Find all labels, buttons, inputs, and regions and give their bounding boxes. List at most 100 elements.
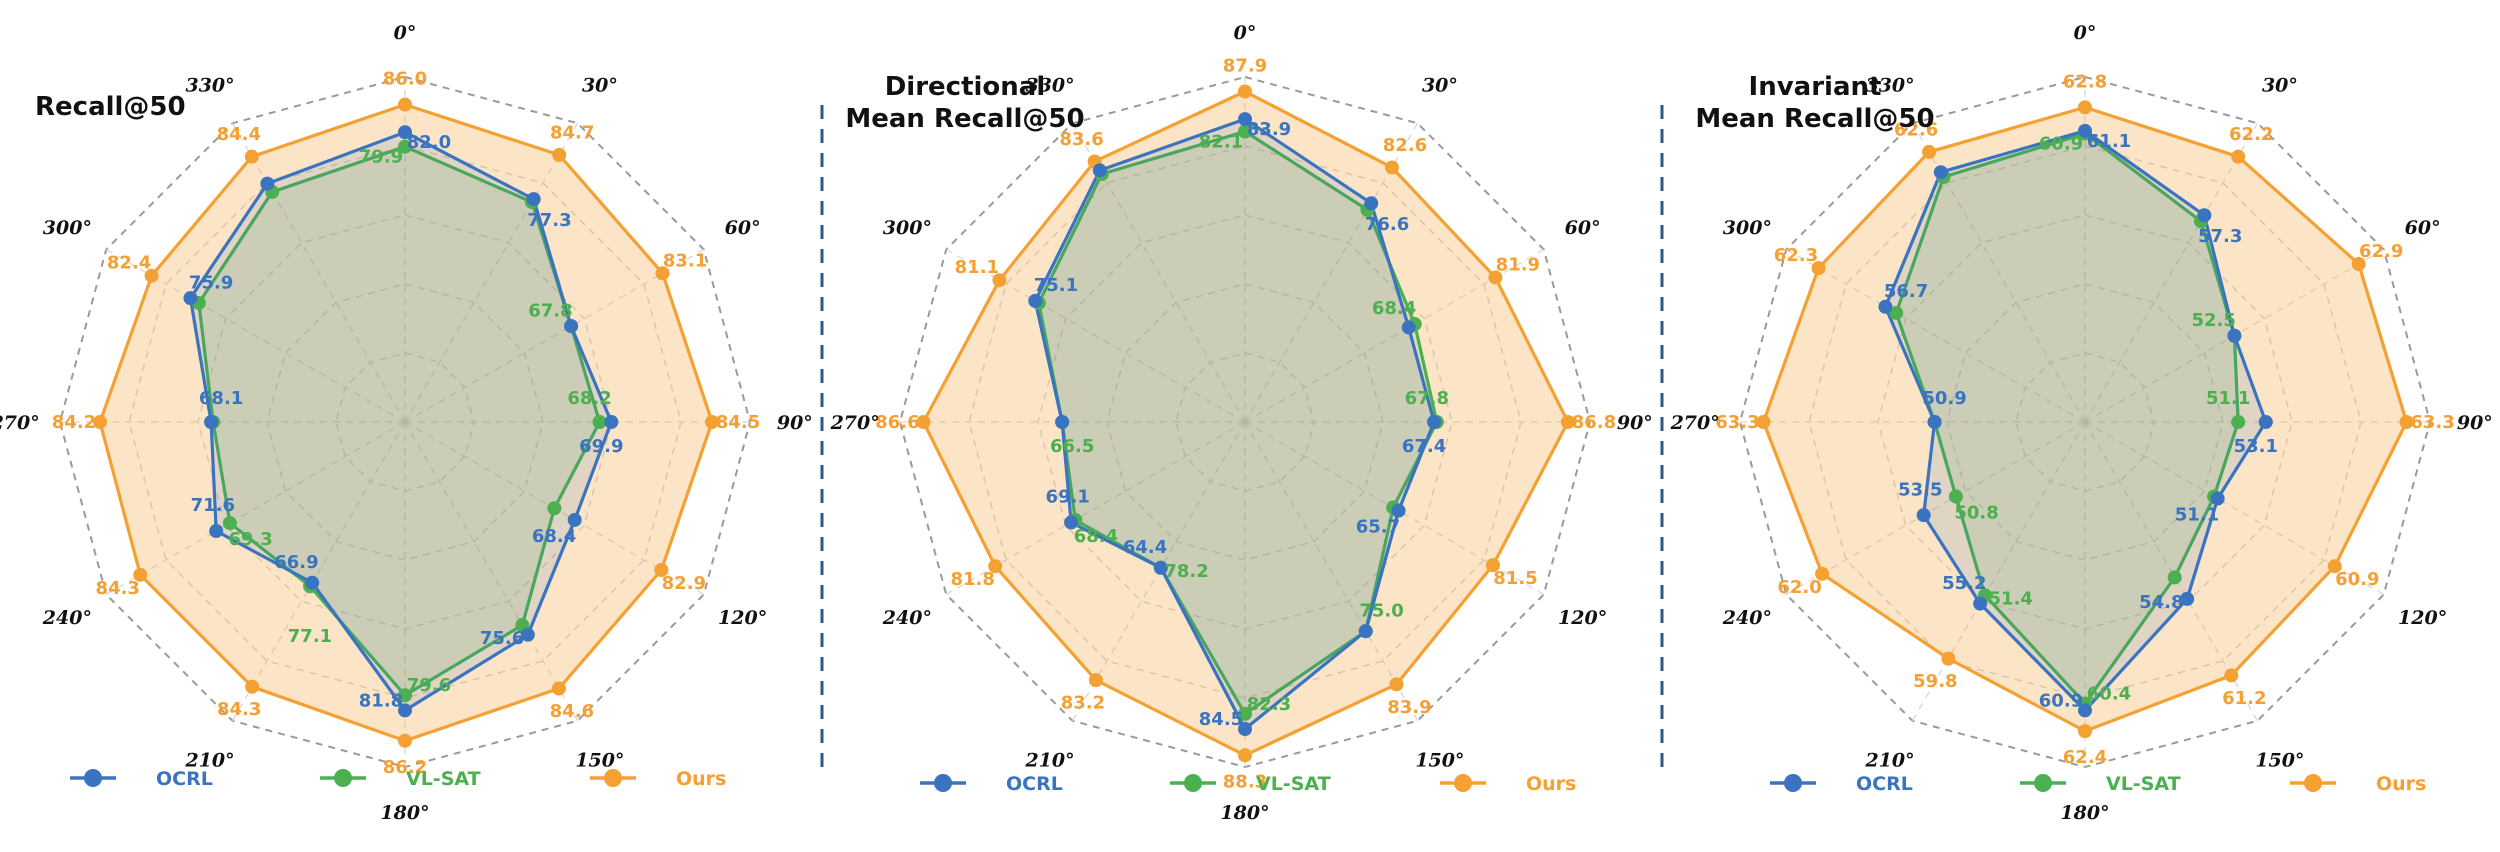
- value-label-vl-sat: 67.8: [528, 300, 572, 321]
- value-label-ocrl: 50.9: [1922, 388, 1966, 409]
- value-label-vl-sat: 69.3: [228, 529, 272, 550]
- data-point-ocrl: [2210, 491, 2225, 506]
- axis-label: 90°: [2457, 412, 2493, 434]
- data-point-vl-sat: [592, 415, 607, 429]
- data-point-ours: [398, 733, 412, 748]
- data-point-ours: [2399, 415, 2414, 429]
- value-label-ocrl: 75.9: [189, 272, 233, 293]
- legend-label-ours: Ours: [676, 768, 726, 790]
- data-point-ours: [1811, 261, 1826, 276]
- value-label-ocrl: 81.8: [359, 690, 403, 711]
- value-label-ocrl: 75.1: [1034, 275, 1078, 296]
- value-label-ocrl: 82.0: [407, 132, 451, 153]
- value-label-ours: 81.8: [950, 569, 994, 590]
- value-label-ours: 84.7: [550, 122, 594, 143]
- data-point-ocrl: [1933, 165, 1948, 180]
- value-label-ours: 84.2: [52, 412, 96, 433]
- radar-panel-3: 62.8 62.2 62.9 63.3 60.9 61.2 62.4 59.8 62.0 63.3…: [1670, 22, 2493, 824]
- data-point-ocrl: [305, 575, 320, 590]
- value-label-ocrl: 68.4: [532, 526, 576, 547]
- data-point-ocrl: [209, 524, 224, 539]
- data-point-ours: [1756, 415, 1771, 429]
- data-point-ocrl: [1973, 596, 1988, 611]
- data-point-ours: [245, 679, 260, 694]
- value-label-vl-sat: 75.0: [1359, 600, 1403, 621]
- value-label-ocrl: 65.7: [1356, 516, 1400, 537]
- data-point-ours: [1941, 651, 1956, 666]
- panel-title: Directional: [885, 72, 1046, 102]
- value-label-ocrl: 75.6: [480, 628, 524, 649]
- axis-label: 60°: [725, 217, 761, 239]
- data-point-ours: [1384, 160, 1399, 175]
- data-point-vl-sat: [2167, 570, 2182, 585]
- grid-ring: [1877, 214, 2293, 630]
- data-point-ours: [992, 273, 1007, 288]
- value-label-ours: 62.2: [2229, 124, 2273, 145]
- grid-spoke: [1785, 421, 2086, 596]
- data-point-ours: [2327, 559, 2342, 574]
- legend-label-vl-sat: VL-SAT: [1256, 773, 1331, 795]
- value-label-ocrl: 56.7: [1884, 281, 1928, 302]
- axis-label: 90°: [1617, 412, 1653, 434]
- data-point-ocrl: [1927, 415, 1942, 429]
- data-point-ocrl: [398, 703, 412, 718]
- data-point-ours: [2078, 724, 2092, 739]
- value-label-ours: 62.4: [2063, 747, 2107, 768]
- value-label-ocrl: 68.1: [199, 388, 243, 409]
- data-point-vl-sat: [1889, 305, 1904, 320]
- value-label-ocrl: 61.1: [2087, 131, 2131, 152]
- value-label-ours: 81.9: [1496, 254, 1540, 275]
- data-point-vl-sat: [547, 501, 562, 516]
- panel-title: Recall@50: [35, 92, 186, 122]
- value-label-ours: 86.8: [1572, 412, 1616, 433]
- legend-marker-ocrl: [934, 774, 952, 792]
- value-label-vl-sat: 79.6: [407, 675, 451, 696]
- data-point-ours: [705, 415, 720, 429]
- data-point-ours: [93, 415, 108, 429]
- value-label-ours: 84.3: [96, 578, 140, 599]
- data-point-ours: [552, 147, 567, 162]
- axis-label: 120°: [718, 607, 767, 629]
- panel-title: Mean Recall@50: [1695, 104, 1934, 134]
- axis-label: 210°: [1864, 750, 1914, 772]
- value-label-ocrl: 69.9: [579, 436, 623, 457]
- data-point-ours: [133, 567, 148, 582]
- value-label-ocrl: 54.8: [2139, 592, 2183, 613]
- grid-ring: [1037, 214, 1453, 630]
- data-point-ocrl: [2197, 208, 2212, 223]
- value-label-ours: 86.0: [383, 69, 427, 90]
- axis-label: 270°: [0, 412, 40, 434]
- data-point-ocrl: [1427, 415, 1442, 429]
- value-label-ocrl: 71.6: [191, 495, 235, 516]
- data-point-ocrl: [1238, 112, 1252, 127]
- axis-label: 150°: [1415, 750, 1464, 772]
- value-label-ours: 87.9: [1223, 55, 1267, 76]
- axis-label: 330°: [1025, 74, 1074, 96]
- data-point-ours: [1238, 84, 1252, 99]
- data-point-ours: [1922, 144, 1937, 159]
- data-point-ours: [1488, 270, 1503, 285]
- value-label-ocrl: 64.4: [1123, 537, 1167, 558]
- value-label-ocrl: 55.2: [1942, 573, 1986, 594]
- value-label-ours: 62.0: [1777, 577, 1821, 598]
- data-point-ocrl: [1364, 196, 1379, 211]
- value-label-ours: 62.8: [2063, 71, 2107, 92]
- data-point-ocrl: [260, 176, 275, 191]
- legend-label-vl-sat: VL-SAT: [2106, 773, 2181, 795]
- legend-label-ours: Ours: [1526, 773, 1576, 795]
- axis-label: 0°: [1234, 22, 1257, 44]
- value-label-ocrl: 53.1: [2234, 436, 2278, 457]
- data-point-vl-sat: [222, 516, 237, 531]
- value-label-ocrl: 57.3: [2198, 226, 2242, 247]
- value-label-ocrl: 67.4: [1402, 436, 1446, 457]
- axis-label: 30°: [582, 74, 618, 96]
- value-label-ours: 60.9: [2335, 569, 2379, 590]
- value-label-ocrl: 84.5: [1199, 709, 1243, 730]
- value-label-ours: 59.8: [1913, 671, 1957, 692]
- value-label-vl-sat: 68.4: [1372, 298, 1416, 319]
- value-label-ours: 84.4: [217, 124, 261, 145]
- legend-marker-ours: [604, 769, 622, 787]
- data-point-ocrl: [1916, 508, 1931, 523]
- axis-label: 150°: [2255, 750, 2304, 772]
